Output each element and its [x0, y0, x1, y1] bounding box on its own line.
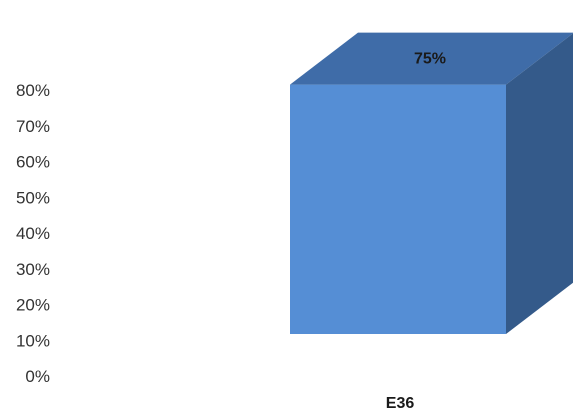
y-tick-label: 20%: [16, 296, 50, 315]
y-tick-label: 0%: [25, 367, 50, 386]
y-tick-label: 40%: [16, 224, 50, 243]
y-tick-label: 30%: [16, 260, 50, 279]
y-tick-label: 70%: [16, 117, 50, 136]
bar-top-face: [290, 32, 573, 85]
bar-front-face: [290, 84, 506, 334]
y-tick-label: 80%: [16, 81, 50, 100]
bars-group: 75%: [290, 32, 573, 334]
y-tick-label: 50%: [16, 188, 50, 207]
x-axis: E36: [386, 395, 415, 412]
y-axis: 0% 10% 20% 30% 40% 50% 60% 70% 80%: [16, 81, 50, 386]
bar-side-face: [506, 33, 573, 334]
bar-data-label: 75%: [414, 51, 446, 68]
y-tick-label: 10%: [16, 331, 50, 350]
x-category-label: E36: [386, 395, 415, 412]
y-tick-label: 60%: [16, 153, 50, 172]
